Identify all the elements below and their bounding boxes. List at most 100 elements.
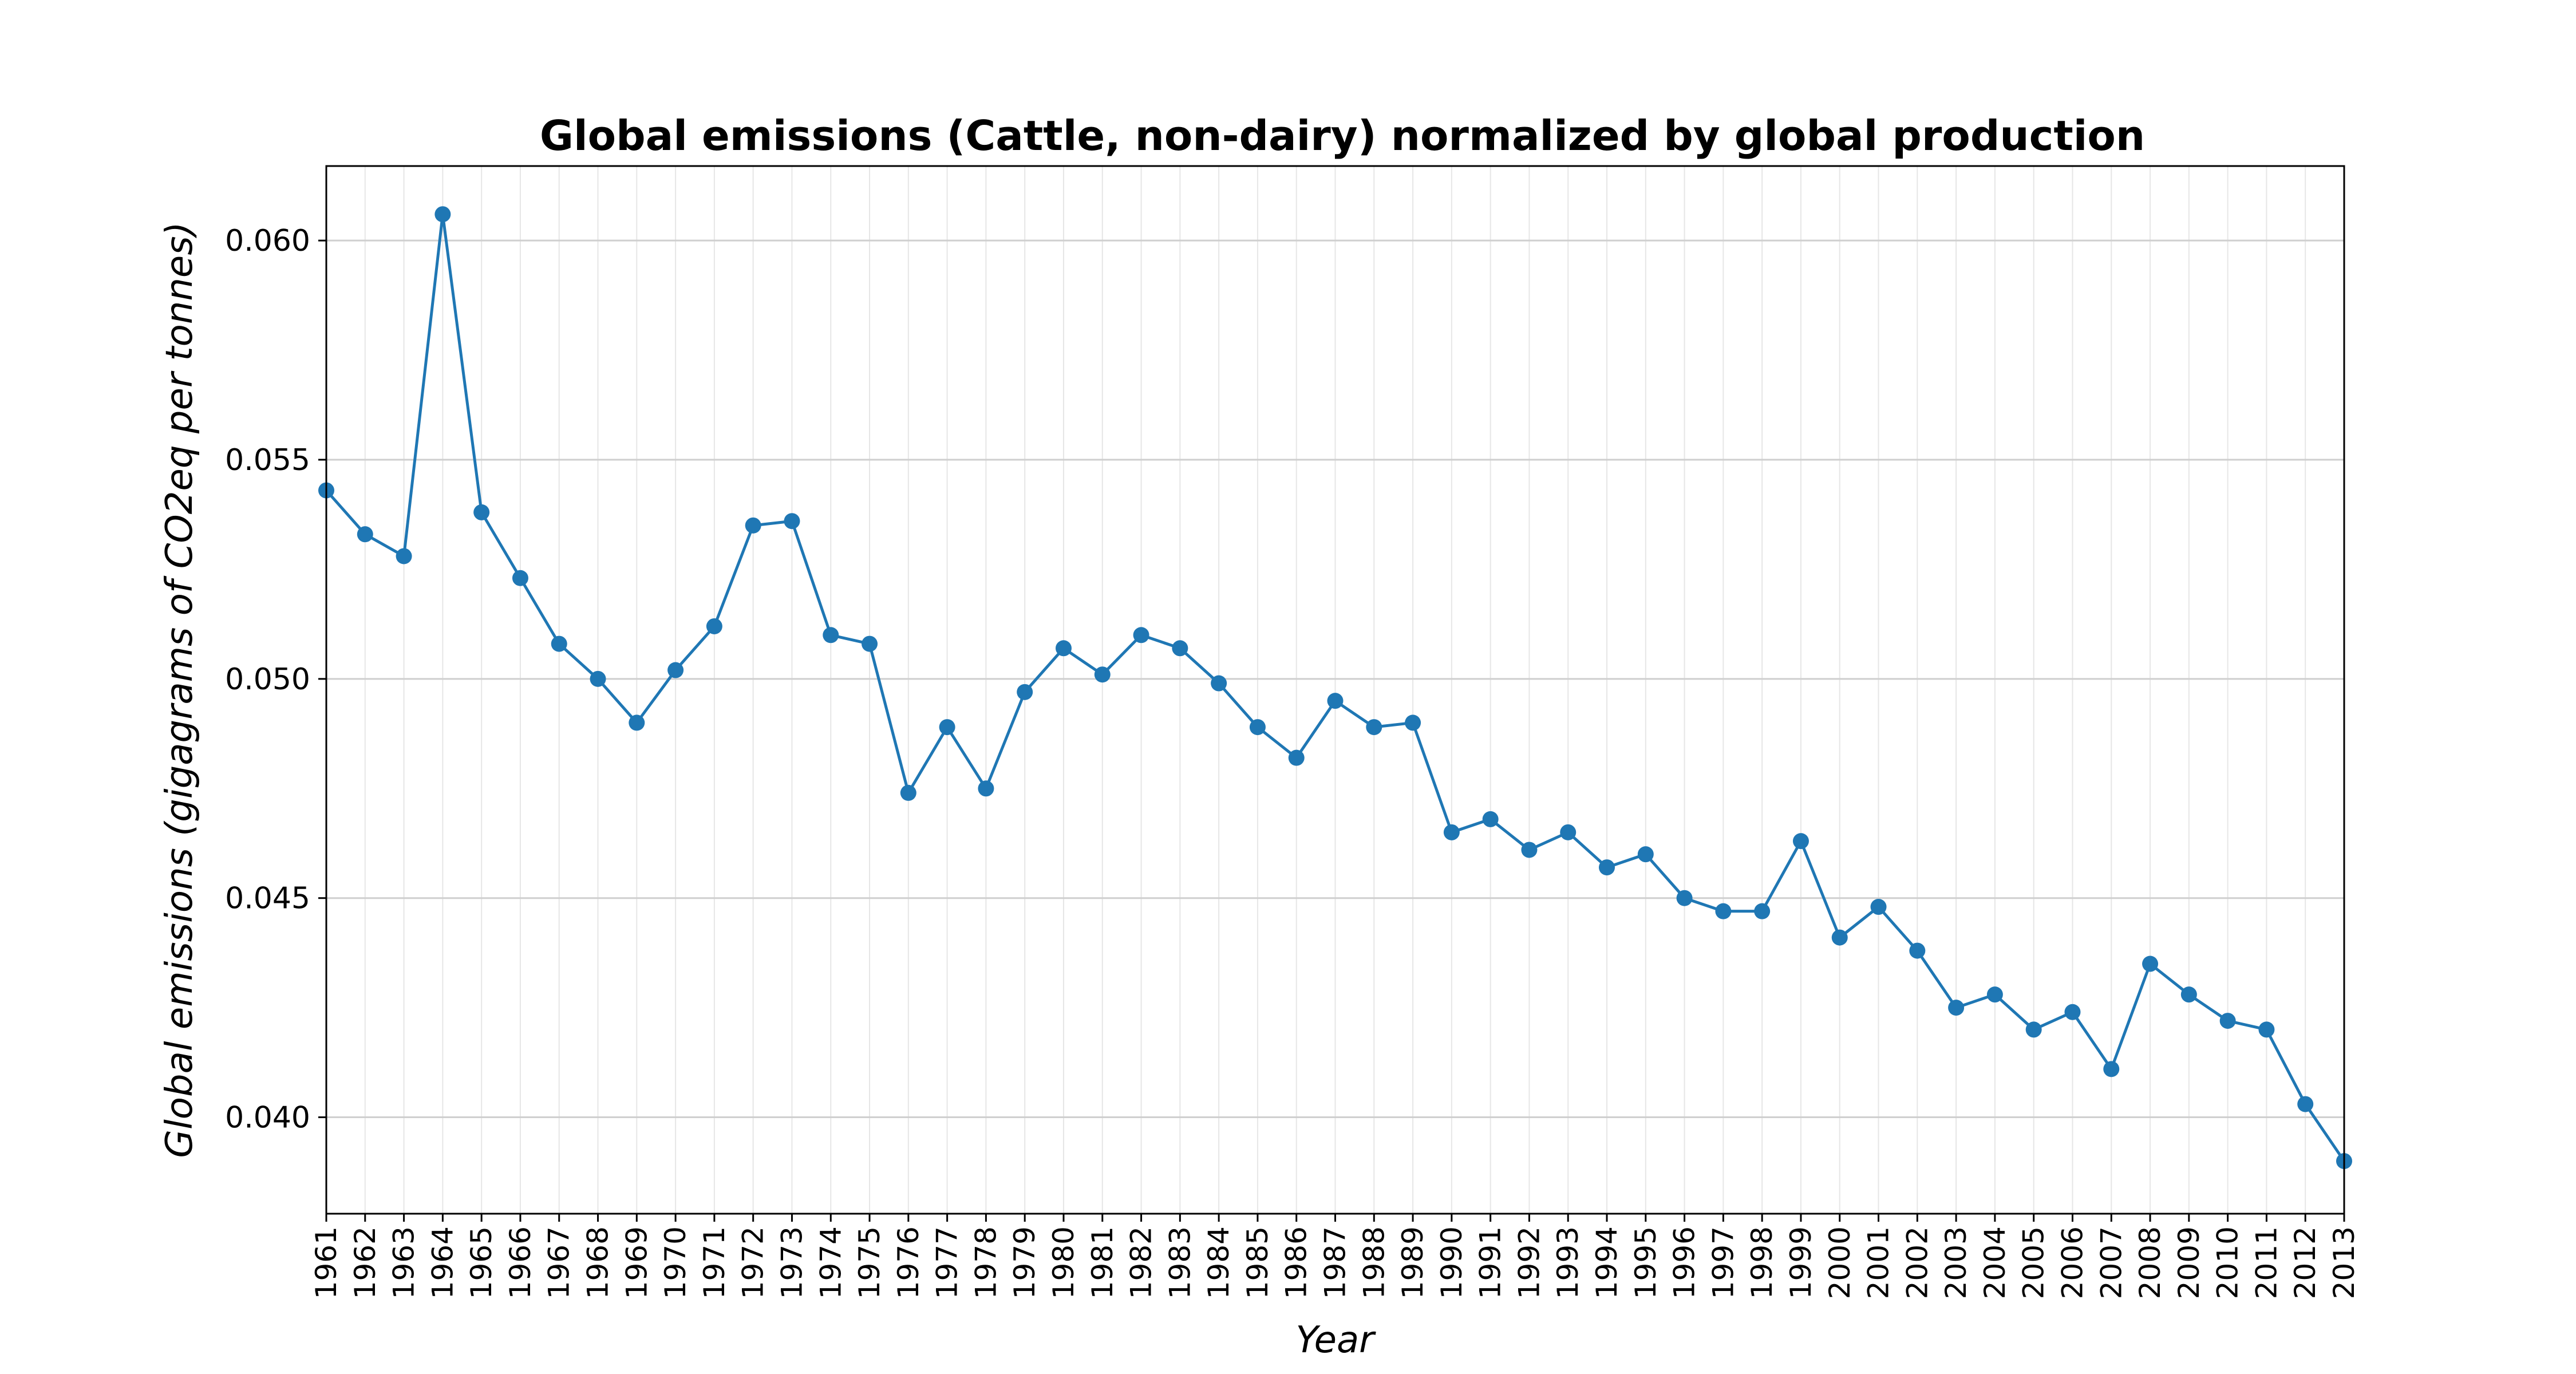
data-point: [667, 662, 684, 678]
data-point: [1637, 846, 1654, 863]
x-tick-label: 2013: [2328, 1226, 2361, 1299]
data-point: [396, 548, 412, 564]
x-tick-label: 1998: [1745, 1226, 1779, 1299]
x-tick-label: 1997: [1706, 1226, 1740, 1299]
x-tick-label: 1987: [1319, 1226, 1352, 1299]
y-tick-label: 0.060: [225, 224, 310, 258]
x-tick-label: 1976: [892, 1226, 925, 1299]
chart-title: Global emissions (Cattle, non-dairy) nor…: [540, 112, 2145, 160]
major-grid: [326, 239, 2344, 1119]
x-tick-label: 1973: [775, 1226, 808, 1299]
data-point: [900, 784, 916, 801]
x-tick-label: 1968: [582, 1226, 615, 1299]
x-tick-label: 1978: [969, 1226, 1002, 1299]
x-tick-label: 1974: [814, 1226, 847, 1299]
x-tick-label: 1985: [1241, 1226, 1274, 1299]
data-point: [1676, 890, 1693, 906]
x-tick-label: 2010: [2211, 1226, 2245, 1299]
data-point: [2025, 1021, 2042, 1038]
data-point: [745, 517, 761, 534]
data-point: [2297, 1096, 2314, 1112]
data-point: [551, 635, 567, 652]
x-tick-label: 1995: [1629, 1226, 1662, 1299]
data-point: [1715, 903, 1732, 919]
x-tick-label: 1993: [1551, 1226, 1585, 1299]
data-point: [2180, 986, 2197, 1003]
data-point: [1754, 903, 1771, 919]
data-point: [473, 504, 490, 520]
data-point: [1405, 714, 1421, 731]
data-point: [1792, 833, 1809, 850]
data-point: [590, 670, 606, 687]
x-tick-label: 1989: [1396, 1226, 1429, 1299]
data-point: [2219, 1013, 2236, 1029]
data-point: [1288, 749, 1305, 766]
data-point: [1249, 719, 1266, 736]
y-tick-label: 0.040: [225, 1101, 310, 1135]
x-tick-label: 1965: [465, 1226, 498, 1299]
x-tick-label: 1994: [1590, 1226, 1623, 1299]
x-tick-label: 2008: [2134, 1226, 2167, 1299]
x-tick-label: 2004: [1978, 1226, 2012, 1299]
x-tick-label: 1992: [1512, 1226, 1546, 1299]
data-point: [1094, 666, 1111, 683]
x-tick-label: 1961: [310, 1226, 343, 1299]
data-point: [1327, 693, 1344, 709]
data-point: [1870, 899, 1887, 915]
y-tick-label: 0.045: [225, 882, 310, 916]
x-tick-label: 1964: [426, 1226, 459, 1299]
plot-frame: [325, 165, 2345, 1215]
x-tick-label: 1979: [1008, 1226, 1041, 1299]
data-point: [1055, 640, 1072, 657]
data-point: [1017, 684, 1033, 700]
x-tick-label: 1980: [1047, 1226, 1080, 1299]
data-point: [2103, 1061, 2120, 1077]
x-tick-label: 2009: [2172, 1226, 2206, 1299]
data-point: [1521, 842, 1538, 858]
data-point: [1986, 986, 2003, 1003]
x-tick-label: 1966: [504, 1226, 537, 1299]
x-tick-label: 1972: [737, 1226, 770, 1299]
x-tick-label: 1981: [1086, 1226, 1119, 1299]
x-tick-label: 1982: [1125, 1226, 1158, 1299]
data-point: [1948, 1000, 1965, 1016]
data-point: [2142, 956, 2159, 972]
data-point: [939, 719, 955, 736]
x-tick-label: 2001: [1862, 1226, 1895, 1299]
x-tick-label: 1971: [698, 1226, 731, 1299]
data-point: [823, 627, 839, 643]
data-point: [862, 635, 878, 652]
x-tick-label: 2012: [2289, 1226, 2322, 1299]
x-axis-label: Year: [1296, 1319, 1377, 1361]
x-tick-label: 1967: [543, 1226, 576, 1299]
minor-grid: [326, 166, 2345, 1214]
data-point: [1909, 942, 1926, 959]
data-point: [784, 513, 800, 530]
y-tick-label: 0.055: [225, 443, 310, 477]
x-tick-label: 1977: [931, 1226, 964, 1299]
x-tick-label: 1970: [659, 1226, 692, 1299]
x-tick-label: 2006: [2056, 1226, 2089, 1299]
data-point: [2064, 1004, 2081, 1020]
x-tick-label: 2007: [2095, 1226, 2128, 1299]
x-axis: 1961 1962 1963 1964 1965 1966 1967 1968 1969 1970…: [310, 1214, 2361, 1299]
data-point: [1211, 675, 1227, 692]
data-point: [1482, 811, 1499, 827]
data-point: [1560, 824, 1577, 840]
x-tick-label: 1983: [1163, 1226, 1196, 1299]
x-tick-label: 1990: [1435, 1226, 1468, 1299]
x-tick-label: 2000: [1823, 1226, 1856, 1299]
y-axis: 0.040 0.045 0.050 0.055 0.060: [225, 224, 326, 1135]
data-point: [434, 206, 451, 223]
data-point: [978, 780, 994, 797]
x-tick-label: 2011: [2250, 1226, 2283, 1299]
x-tick-label: 2003: [1939, 1226, 1973, 1299]
x-tick-label: 1962: [349, 1226, 382, 1299]
series-0: [318, 206, 2352, 1170]
x-tick-label: 1991: [1474, 1226, 1507, 1299]
x-tick-label: 1988: [1357, 1226, 1390, 1299]
data-point: [1133, 627, 1149, 643]
x-tick-label: 1984: [1202, 1226, 1235, 1299]
y-tick-label: 0.050: [225, 662, 310, 697]
data-point: [1172, 640, 1188, 657]
